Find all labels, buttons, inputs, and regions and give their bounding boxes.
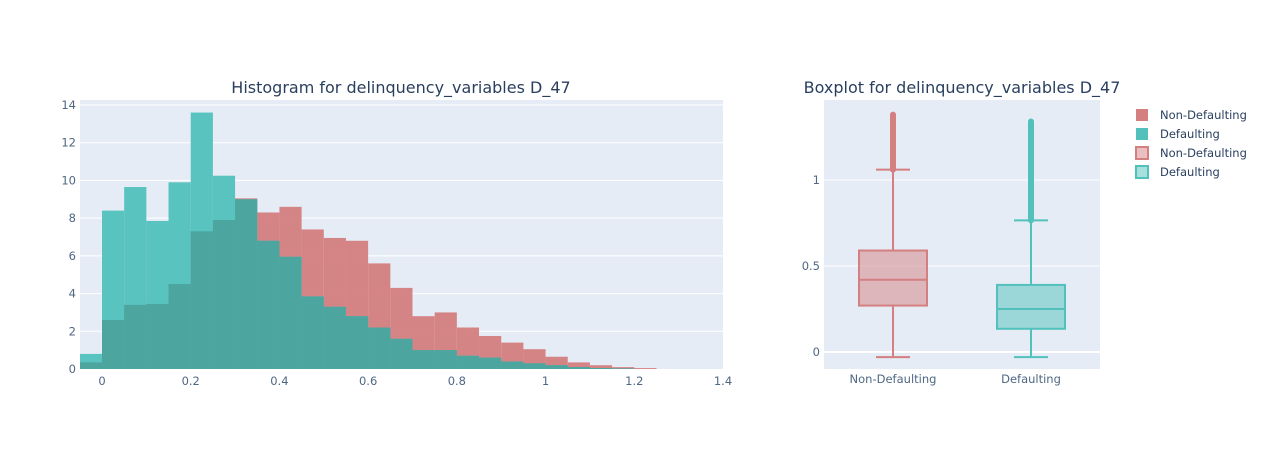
- y-tick-label: 2: [69, 324, 76, 338]
- x-tick-label: Defaulting: [1001, 372, 1061, 386]
- histogram-overlap-bar: [257, 240, 280, 369]
- boxplot-boxes[interactable]: [858, 111, 1066, 359]
- y-tick-label: 6: [69, 249, 76, 263]
- histogram-overlap-bar: [235, 199, 258, 369]
- x-tick-label: Non-Defaulting: [850, 372, 937, 386]
- histogram-overlap-bar: [412, 350, 435, 369]
- histogram-overlap-bar: [479, 357, 502, 369]
- boxplot-x-axis: Non-Defaulting Defaulting: [850, 372, 1061, 386]
- histogram-bar[interactable]: [634, 368, 657, 369]
- histogram-overlap-bar: [190, 231, 213, 369]
- box-defaulting[interactable]: [996, 118, 1066, 359]
- histogram-bars[interactable]: [80, 112, 657, 370]
- histogram-overlap-bar: [124, 304, 147, 369]
- legend-item[interactable]: Defaulting: [1136, 127, 1220, 141]
- legend-item[interactable]: Non-Defaulting: [1135, 146, 1247, 160]
- histogram-overlap-bar: [612, 368, 635, 369]
- y-tick-label: 14: [61, 98, 76, 112]
- legend-item[interactable]: Non-Defaulting: [1136, 108, 1247, 122]
- legend-box-swatch-icon: [1135, 165, 1149, 179]
- x-tick-label: 0: [98, 374, 105, 388]
- boxplot-title: Boxplot for delinquency_variables D_47: [804, 78, 1121, 98]
- histogram-overlap-bar: [146, 303, 169, 369]
- y-tick-label: 10: [61, 173, 76, 187]
- y-tick-label: 4: [69, 287, 76, 301]
- y-tick-label: 0.5: [802, 259, 820, 273]
- histogram-overlap-bar: [212, 220, 236, 369]
- box-non-defaulting[interactable]: [858, 111, 928, 359]
- histogram-overlap-bar: [390, 338, 413, 369]
- histogram-bar[interactable]: [612, 367, 635, 369]
- box-iqr: [996, 283, 1066, 330]
- histogram-x-axis: 0 0.2 0.4 0.6 0.8 1 1.2 1.4: [98, 374, 732, 388]
- histogram-bar[interactable]: [589, 365, 613, 369]
- histogram-overlap-bar: [279, 256, 302, 369]
- histogram-overlap-bar: [301, 296, 324, 369]
- histogram-overlap-bar: [589, 368, 613, 369]
- x-tick-label: 1.2: [625, 374, 643, 388]
- histogram-overlap-bar: [456, 355, 480, 369]
- x-tick-label: 1.4: [714, 374, 732, 388]
- histogram-overlap-bar: [168, 284, 191, 369]
- y-tick-label: 8: [69, 211, 76, 225]
- histogram-overlap-bar: [434, 350, 457, 369]
- x-tick-label: 1: [542, 374, 549, 388]
- histogram-overlap-bar: [102, 319, 125, 369]
- legend-box-swatch-icon: [1135, 146, 1149, 160]
- x-tick-label: 0.2: [182, 374, 200, 388]
- legend-label: Non-Defaulting: [1160, 146, 1247, 160]
- y-tick-label: 0: [69, 362, 76, 376]
- legend-label: Non-Defaulting: [1160, 108, 1247, 122]
- y-tick-label: 0: [813, 345, 820, 359]
- histogram-overlap-bar: [567, 367, 590, 369]
- histogram-overlap-bar: [80, 362, 102, 369]
- legend: Non-Defaulting Defaulting Non-Defaulting De…: [1135, 108, 1247, 179]
- histogram-overlap: [80, 199, 635, 369]
- histogram-title: Histogram for delinquency_variables D_47: [231, 78, 570, 98]
- histogram-bar[interactable]: [567, 362, 590, 369]
- x-tick-label: 0.8: [448, 374, 466, 388]
- y-tick-label: 12: [61, 136, 76, 150]
- boxplot-panel: 00.51 Non-Defaulting Defaulting Boxplot f…: [802, 78, 1121, 386]
- x-tick-label: 0.4: [270, 374, 288, 388]
- boxplot-y-axis: 00.51: [802, 173, 820, 359]
- legend-label: Defaulting: [1160, 127, 1220, 141]
- legend-label: Defaulting: [1160, 165, 1220, 179]
- histogram-overlap-bar: [523, 363, 546, 369]
- histogram-overlap-bar: [368, 327, 391, 369]
- histogram-overlap-bar: [545, 365, 568, 369]
- box-iqr: [858, 249, 928, 307]
- x-tick-label: 0.6: [359, 374, 377, 388]
- legend-item[interactable]: Defaulting: [1135, 165, 1220, 179]
- histogram-panel: 0 2 4 6 8 10 12 14 0 0.2 0.4 0.6 0.8 1 1.2 1.4 Histogr…: [61, 78, 732, 388]
- histogram-overlap-bar: [501, 361, 524, 369]
- y-tick-label: 1: [813, 173, 820, 187]
- legend-swatch-icon: [1136, 109, 1148, 121]
- histogram-overlap-bar: [323, 306, 346, 369]
- histogram-overlap-bar: [345, 316, 369, 369]
- legend-swatch-icon: [1136, 128, 1148, 140]
- histogram-y-axis: 0 2 4 6 8 10 12 14: [61, 98, 76, 376]
